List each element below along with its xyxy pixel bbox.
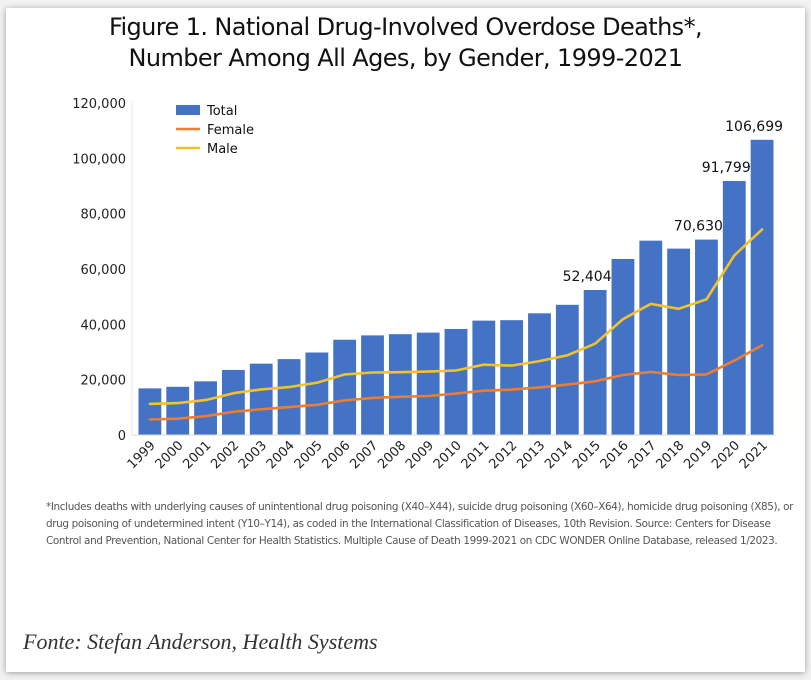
y-tick-label: 120,000 <box>72 97 126 112</box>
bar-total-1999 <box>138 388 162 435</box>
x-tick-label: 2012 <box>486 438 520 472</box>
bar-total-2016 <box>611 258 635 435</box>
bar-total-2009 <box>416 332 440 435</box>
y-tick-label: 20,000 <box>81 374 127 389</box>
x-tick-label: 2015 <box>570 438 604 472</box>
y-tick-label: 0 <box>118 429 126 444</box>
bar-total-2017 <box>639 240 663 435</box>
data-label: 106,699 <box>725 119 783 135</box>
bar-total-2010 <box>444 328 468 435</box>
bar-total-2015 <box>583 290 607 435</box>
bar-total-2011 <box>472 320 496 435</box>
x-tick-label: 2008 <box>375 438 409 472</box>
bar-total-2014 <box>555 304 579 435</box>
bar-total-2002 <box>221 369 245 435</box>
y-tick-label: 80,000 <box>81 208 127 223</box>
x-tick-label: 2019 <box>681 438 715 472</box>
y-tick-label: 100,000 <box>72 152 126 167</box>
bar-total-2004 <box>277 359 301 435</box>
y-tick-label: 60,000 <box>81 263 127 278</box>
chart-title-line-2: Number Among All Ages, by Gender, 1999-2… <box>128 44 684 72</box>
overdose-chart: 020,00040,00060,00080,000100,000120,000 … <box>72 97 783 472</box>
bar-total-2018 <box>667 248 691 435</box>
x-tick-label: 2010 <box>431 438 465 472</box>
bar-total-2005 <box>305 352 329 435</box>
x-tick-label: 2004 <box>264 438 298 472</box>
bar-total-2008 <box>388 334 412 435</box>
bar-total-2020 <box>722 181 746 435</box>
x-tick-label: 2016 <box>598 438 632 472</box>
bar-total-2013 <box>528 313 551 435</box>
chart-title: Figure 1. National Drug-Involved Overdos… <box>0 12 811 74</box>
x-tick-label: 2021 <box>737 438 771 472</box>
bar-total-2003 <box>249 363 273 435</box>
x-tick-label: 2018 <box>653 438 687 472</box>
bars-total <box>138 139 774 435</box>
bar-total-2012 <box>500 320 524 435</box>
x-tick-label: 2009 <box>403 438 437 472</box>
x-tick-label: 2005 <box>292 438 326 472</box>
bar-total-2000 <box>166 386 190 435</box>
x-tick-label: 1999 <box>125 438 159 472</box>
x-tick-label: 2020 <box>709 438 743 472</box>
line-male <box>148 228 764 406</box>
data-label: 52,404 <box>563 269 612 285</box>
x-tick-label: 2002 <box>208 438 242 472</box>
legend-label-female: Female <box>207 123 254 138</box>
x-tick-label: 2017 <box>626 438 660 472</box>
line-series <box>148 228 764 421</box>
legend-swatch-total <box>176 105 200 115</box>
bar-total-2007 <box>361 335 384 435</box>
x-tick-label: 2013 <box>514 438 548 472</box>
data-label: 91,799 <box>702 160 751 176</box>
bar-total-2006 <box>333 339 357 435</box>
x-tick-label: 2007 <box>347 438 381 472</box>
y-axis: 0 20,000 40,000 60,000 80,000 100,000 120,000 <box>72 97 126 444</box>
legend-label-male: Male <box>207 142 238 157</box>
line-female <box>148 344 764 421</box>
x-axis: 1999200020012002200320042005200620072008… <box>125 438 771 472</box>
legend-label-total: Total <box>206 104 237 119</box>
x-tick-label: 2011 <box>459 438 493 472</box>
x-tick-label: 2001 <box>180 438 214 472</box>
legend: Total Female Male <box>176 104 254 157</box>
data-label: 70,630 <box>674 219 723 235</box>
x-tick-label: 2003 <box>236 438 270 472</box>
bar-total-2001 <box>194 381 217 435</box>
x-tick-label: 2006 <box>320 438 354 472</box>
x-tick-label: 2014 <box>542 438 576 472</box>
bar-total-2019 <box>695 239 718 435</box>
footnote: *Includes deaths with underlying causes … <box>46 501 794 547</box>
y-tick-label: 40,000 <box>81 318 127 333</box>
bar-total-2021 <box>750 139 774 435</box>
x-tick-label: 2000 <box>153 438 187 472</box>
source-caption: Fonte: Stefan Anderson, Health Systems <box>23 629 378 654</box>
chart-title-line-1: Figure 1. National Drug-Involved Overdos… <box>108 13 703 41</box>
data-labels: 52,404 70,630 91,799 106,699 <box>563 119 783 285</box>
